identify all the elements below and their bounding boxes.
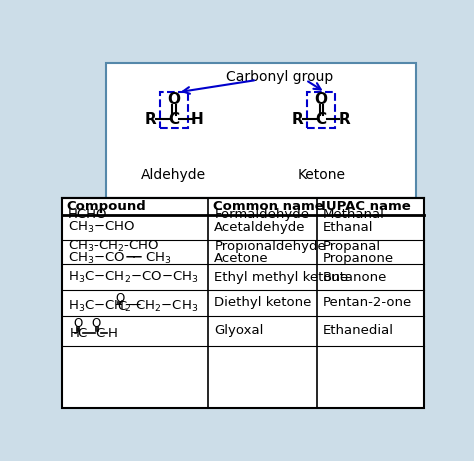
Text: H$_3$C$-$CH$_2$$-$CO$-$CH$_3$: H$_3$C$-$CH$_2$$-$CO$-$CH$_3$ bbox=[68, 270, 199, 284]
Text: Acetone: Acetone bbox=[214, 252, 269, 265]
Text: H: H bbox=[107, 327, 117, 340]
Text: C: C bbox=[118, 300, 127, 313]
Text: R: R bbox=[292, 112, 304, 127]
Text: CH$_3$$-$CHO: CH$_3$$-$CHO bbox=[68, 220, 136, 235]
Text: C: C bbox=[96, 327, 105, 340]
Text: O: O bbox=[115, 292, 124, 305]
Text: O: O bbox=[167, 93, 181, 107]
Text: Propanal: Propanal bbox=[323, 240, 381, 253]
Text: Propionaldehyde: Propionaldehyde bbox=[214, 240, 326, 253]
Text: O: O bbox=[315, 93, 328, 107]
Text: Diethyl ketone: Diethyl ketone bbox=[214, 296, 311, 309]
Text: Pentan-2-one: Pentan-2-one bbox=[323, 296, 412, 309]
Text: CH$_3$$-$CO$\mathbf{-\!\!\!-}$CH$_3$: CH$_3$$-$CO$\mathbf{-\!\!\!-}$CH$_3$ bbox=[68, 250, 172, 266]
Text: Ethanedial: Ethanedial bbox=[323, 325, 394, 337]
Text: R: R bbox=[338, 112, 350, 127]
Bar bbox=[307, 92, 335, 129]
Text: C: C bbox=[77, 327, 86, 340]
Text: Compound: Compound bbox=[66, 200, 146, 213]
Text: O: O bbox=[92, 317, 101, 330]
Text: H$_3$C$-$CH$_2$$-$: H$_3$C$-$CH$_2$$-$ bbox=[68, 299, 142, 314]
Bar bbox=[62, 198, 424, 408]
Text: Common name: Common name bbox=[213, 200, 323, 213]
Text: Ethyl methyl ketone: Ethyl methyl ketone bbox=[214, 271, 348, 284]
Text: Acetaldehyde: Acetaldehyde bbox=[214, 221, 306, 234]
Bar bbox=[62, 198, 424, 408]
Text: Ethanal: Ethanal bbox=[323, 221, 373, 234]
Text: H: H bbox=[69, 327, 79, 340]
Text: O: O bbox=[73, 317, 82, 330]
Text: Methanal: Methanal bbox=[323, 208, 384, 221]
Text: Formaldehyde: Formaldehyde bbox=[214, 208, 309, 221]
Text: $-$CH$_2$$-$CH$_3$: $-$CH$_2$$-$CH$_3$ bbox=[124, 299, 198, 314]
Text: Carbonyl group: Carbonyl group bbox=[227, 70, 334, 84]
Text: CH$_3$-CH$_2$-CHO: CH$_3$-CH$_2$-CHO bbox=[68, 238, 159, 254]
Text: R: R bbox=[145, 112, 156, 127]
Text: C: C bbox=[316, 112, 327, 127]
Text: Propanone: Propanone bbox=[323, 252, 394, 265]
Text: Butanone: Butanone bbox=[323, 271, 387, 284]
Text: H: H bbox=[191, 112, 203, 127]
Text: HCHO: HCHO bbox=[68, 208, 107, 221]
Text: Glyoxal: Glyoxal bbox=[214, 325, 264, 337]
Text: C: C bbox=[168, 112, 180, 127]
Bar bbox=[160, 92, 188, 129]
Text: IUPAC name: IUPAC name bbox=[321, 200, 411, 213]
Text: Ketone: Ketone bbox=[297, 168, 345, 182]
Text: Aldehyde: Aldehyde bbox=[141, 168, 207, 182]
Bar bbox=[106, 63, 416, 198]
